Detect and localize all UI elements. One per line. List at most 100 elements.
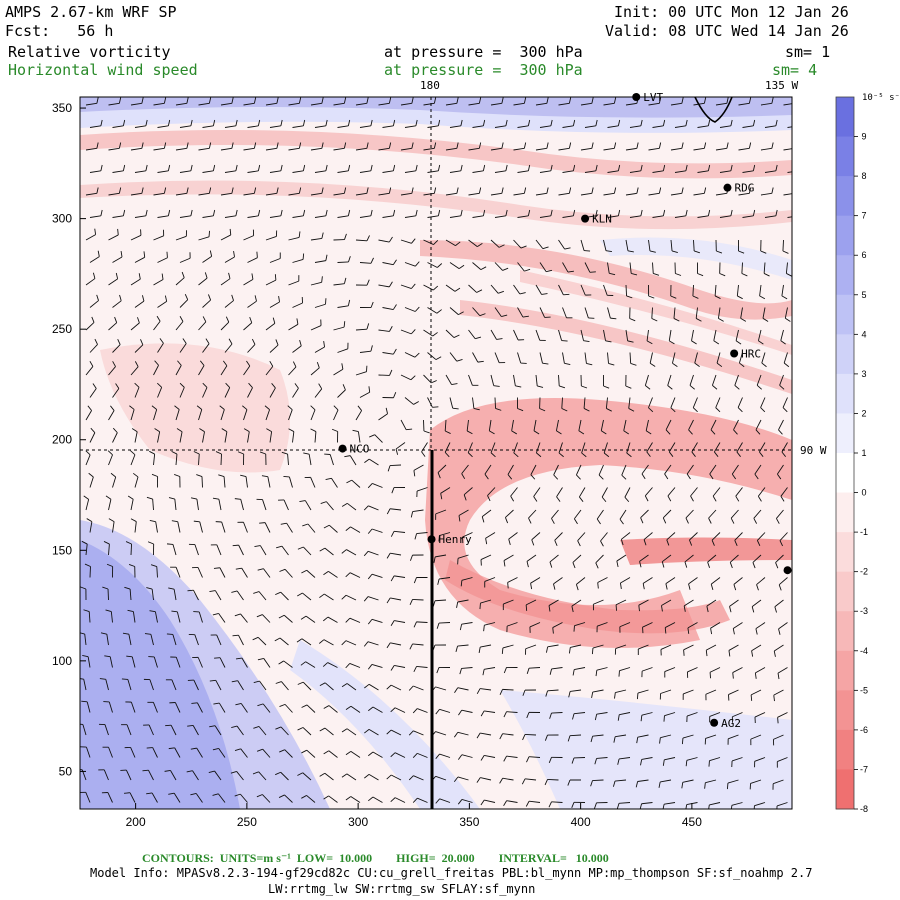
wind-barb-flag xyxy=(754,473,759,480)
wind-barb xyxy=(615,734,627,738)
wind-barb-flag xyxy=(276,142,279,149)
wind-barb xyxy=(103,769,109,781)
wind-barb xyxy=(480,554,492,560)
wind-barb-flag xyxy=(636,142,639,149)
wind-barb xyxy=(202,170,214,173)
wind-barb-flag xyxy=(231,97,234,104)
wind-barb xyxy=(754,802,766,807)
wind-barb xyxy=(314,431,317,443)
wind-barb-flag xyxy=(667,385,673,390)
wind-barb-flag xyxy=(505,517,509,524)
wind-barb xyxy=(756,577,766,585)
wind-barb xyxy=(764,170,776,173)
wind-barb-flag xyxy=(466,430,473,435)
wind-barb xyxy=(596,509,604,520)
wind-barb xyxy=(645,419,649,431)
colorbar-label: -6 xyxy=(860,725,868,735)
wind-barb xyxy=(87,656,91,668)
wind-barb xyxy=(269,170,281,173)
wind-barb xyxy=(247,344,256,353)
wind-barb-flag xyxy=(440,493,443,500)
wind-barb xyxy=(553,464,559,476)
wind-barb xyxy=(711,374,717,386)
wind-barb xyxy=(107,792,113,803)
wind-barb-flag xyxy=(196,405,203,410)
wind-barb-flag xyxy=(709,473,714,480)
wind-barb xyxy=(472,352,479,363)
wind-barb xyxy=(265,192,277,196)
wind-barb-flag xyxy=(208,770,215,773)
wind-barb-flag xyxy=(649,362,656,367)
wind-barb-flag xyxy=(530,583,533,590)
wind-barb-flag xyxy=(741,273,748,277)
wind-barb-flag xyxy=(771,187,774,194)
wind-barb-flag xyxy=(80,632,85,635)
wind-barb xyxy=(457,554,469,559)
wind-barb xyxy=(262,794,271,803)
wind-barb xyxy=(755,667,766,674)
wind-barb-flag xyxy=(726,142,729,149)
wind-barb xyxy=(664,667,676,672)
wind-barb-flag xyxy=(546,97,549,104)
wind-barb xyxy=(404,215,416,218)
wind-barb xyxy=(752,554,762,563)
wind-barb-flag xyxy=(151,405,157,410)
wind-barb-flag xyxy=(733,429,738,435)
wind-barb-flag xyxy=(190,119,193,126)
wind-barb xyxy=(688,419,694,431)
wind-barb xyxy=(528,667,541,669)
wind-barb xyxy=(220,192,232,196)
wind-barb xyxy=(760,192,772,196)
wind-barb xyxy=(198,236,210,241)
wind-barb xyxy=(337,215,349,218)
wind-barb-flag xyxy=(732,672,734,679)
wind-barb xyxy=(547,689,559,692)
wind-barb-flag xyxy=(526,561,529,568)
wind-barb xyxy=(262,703,271,713)
colorbar-label: 1 xyxy=(861,448,866,458)
wind-barb-flag xyxy=(126,655,133,658)
wind-barb-flag xyxy=(798,210,799,216)
wind-barb-flag xyxy=(229,228,232,235)
wind-barb xyxy=(310,102,322,106)
wind-barb-flag xyxy=(316,362,320,368)
wind-barb-flag xyxy=(733,584,737,591)
wind-barb xyxy=(472,262,482,270)
wind-barb xyxy=(445,102,457,106)
wind-barb xyxy=(597,577,608,583)
wind-barb-flag xyxy=(456,142,459,149)
wind-barb xyxy=(490,147,502,151)
wind-barb-flag xyxy=(617,209,621,216)
wind-barb-flag xyxy=(297,727,304,731)
wind-barb-flag xyxy=(368,386,371,393)
wind-barb-flag xyxy=(662,804,665,809)
wind-barb-flag xyxy=(624,496,630,503)
wind-barb-flag xyxy=(561,408,568,412)
wind-barb xyxy=(280,771,289,781)
wind-barb-flag xyxy=(323,705,330,709)
wind-barb xyxy=(787,171,792,173)
wind-barb-flag xyxy=(683,605,686,612)
wind-barb xyxy=(640,509,649,518)
wind-barb xyxy=(783,103,792,106)
wind-barb-flag xyxy=(694,362,700,368)
wind-barb xyxy=(359,391,370,398)
wind-barb-flag xyxy=(608,363,615,366)
wind-barb xyxy=(539,125,551,128)
wind-barb xyxy=(664,757,676,761)
wind-barb xyxy=(292,302,303,308)
wind-barb xyxy=(198,611,203,623)
wind-barb xyxy=(729,554,739,563)
wind-barb xyxy=(263,658,271,668)
wind-barb xyxy=(457,731,469,736)
wind-barb xyxy=(174,702,181,713)
wind-barb xyxy=(467,442,473,453)
wind-barb-flag xyxy=(275,726,282,730)
wind-barb-flag xyxy=(794,143,795,149)
wind-barb xyxy=(153,279,164,286)
wind-barb xyxy=(368,458,379,466)
wind-barb-flag xyxy=(460,119,463,126)
wind-barb-flag xyxy=(643,539,647,546)
wind-barb xyxy=(400,374,412,381)
wind-barb xyxy=(202,431,205,443)
